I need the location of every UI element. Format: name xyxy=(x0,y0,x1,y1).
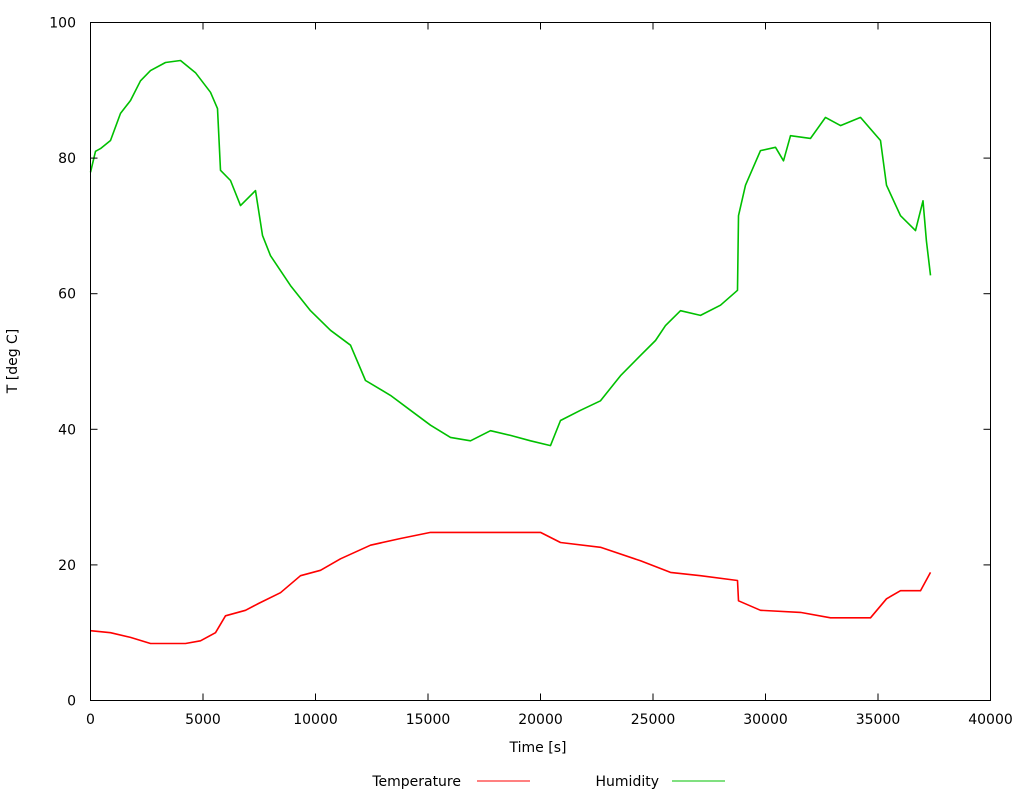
x-tick-label: 30000 xyxy=(743,712,788,728)
plot-frame xyxy=(90,22,991,701)
y-axis-label: T [deg C] xyxy=(5,329,21,395)
x-tick-label: 20000 xyxy=(518,712,563,728)
x-tick-label: 40000 xyxy=(968,712,1013,728)
x-tick-label: 15000 xyxy=(406,712,451,728)
y-tick-label: 20 xyxy=(58,558,76,574)
x-axis-label: Time [s] xyxy=(509,740,567,756)
series-line-humidity xyxy=(89,59,932,447)
y-tick-label: 40 xyxy=(58,422,76,438)
y-tick-label: 0 xyxy=(67,694,76,710)
x-tick-label: 5000 xyxy=(185,712,221,728)
x-tick-label: 35000 xyxy=(856,712,901,728)
series-layer xyxy=(89,59,932,645)
series-line-temperature xyxy=(90,531,932,645)
x-tick-label: 25000 xyxy=(631,712,676,728)
legend-label-temperature: Temperature xyxy=(371,774,461,790)
x-tick-label: 0 xyxy=(86,712,95,728)
y-tick-label: 100 xyxy=(49,16,76,32)
y-tick-label: 60 xyxy=(58,287,76,303)
ticks-layer: 0 5000 10000 15000 20000 25000 30000 35000 40000… xyxy=(49,16,1013,729)
legend-label-humidity: Humidity xyxy=(596,774,659,790)
x-tick-label: 10000 xyxy=(293,712,338,728)
legend: Temperature Humidity xyxy=(371,774,725,790)
y-tick-label: 80 xyxy=(58,151,76,167)
